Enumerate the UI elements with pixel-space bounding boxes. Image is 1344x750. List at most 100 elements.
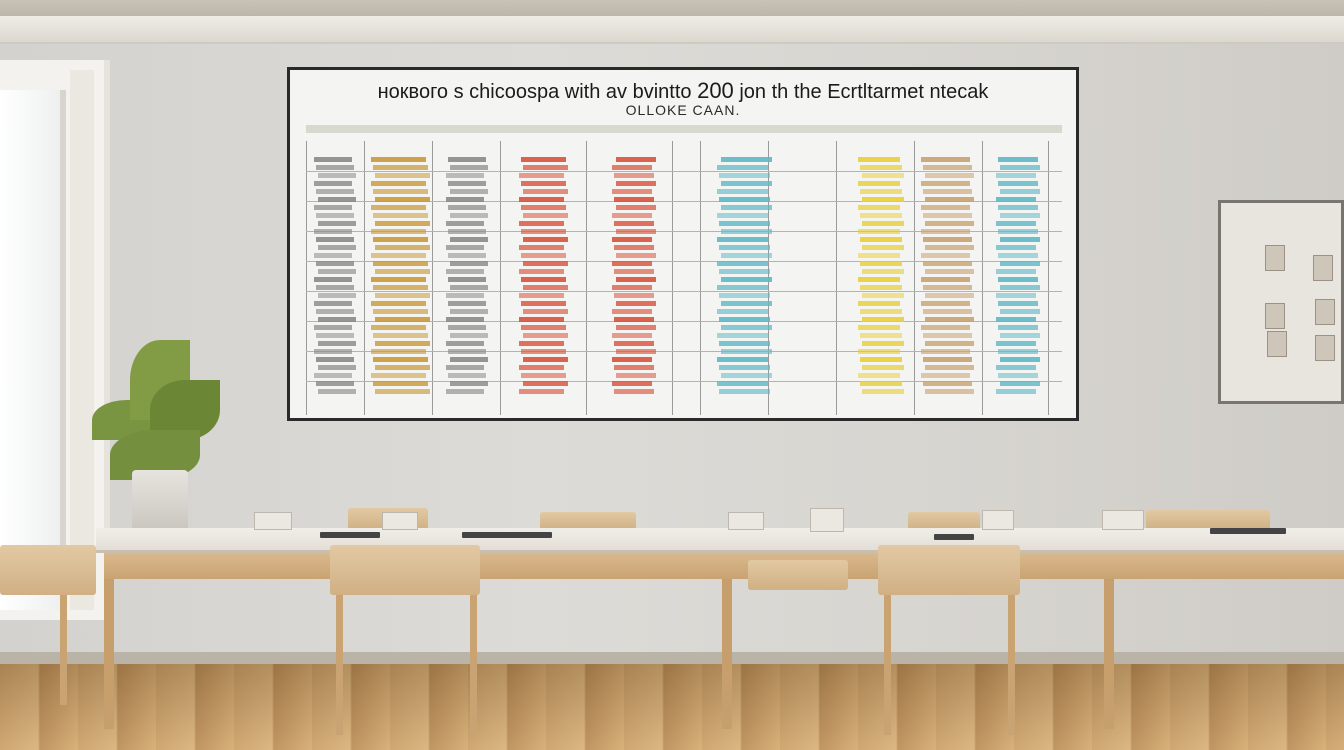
chart-mark (858, 349, 900, 354)
chart-mark (862, 197, 904, 202)
chart-mark (1000, 213, 1040, 218)
chart-mark (862, 173, 904, 178)
chart-mark (721, 229, 772, 234)
chart-mark (998, 205, 1038, 210)
chart-mark (998, 253, 1038, 258)
chart-mark (616, 373, 656, 378)
chart-mark (614, 197, 654, 202)
chart-mark (316, 237, 354, 242)
chart-mark (921, 229, 970, 234)
chart-mark (521, 277, 566, 282)
chart-mark (862, 317, 904, 322)
chart-mark (521, 325, 566, 330)
chart-mark (996, 365, 1036, 370)
chart-mark (858, 277, 900, 282)
grid-row-line (306, 381, 1062, 382)
chart-mark (318, 197, 356, 202)
chart-mark (721, 205, 772, 210)
chart-mark (717, 381, 768, 386)
chart-mark (860, 309, 902, 314)
chart-mark (996, 245, 1036, 250)
chart-mark (996, 389, 1036, 394)
chart-mark (858, 157, 900, 162)
chart-mark (450, 285, 488, 290)
wall-chart-board: ноквого s chicoospa with av bvintto 200 … (287, 67, 1079, 421)
chair (748, 560, 848, 590)
chart-mark (921, 157, 970, 162)
chart-mark (998, 229, 1038, 234)
chair (0, 545, 96, 595)
chart-mark (448, 373, 486, 378)
chart-mark (448, 205, 486, 210)
chart-mark (996, 293, 1036, 298)
chart-mark (858, 205, 900, 210)
board-subtitle: OLLOKE CAAN. (625, 102, 741, 118)
chart-mark (316, 357, 354, 362)
chart-mark (719, 389, 770, 394)
chart-mark (717, 237, 768, 242)
chart-mark (719, 173, 770, 178)
window-glass (0, 90, 66, 610)
chart-mark (717, 333, 768, 338)
chart-mark (719, 269, 770, 274)
chart-mark (1000, 285, 1040, 290)
grid-column-line (700, 141, 701, 415)
chart-mark (612, 309, 652, 314)
chart-mark (318, 269, 356, 274)
chart-mark (375, 389, 430, 394)
chart-mark (448, 229, 486, 234)
chart-mark (860, 189, 902, 194)
chart-mark (446, 293, 484, 298)
chart-mark (371, 157, 426, 162)
chart-mark (375, 221, 430, 226)
chart-mark (616, 301, 656, 306)
chart-mark (450, 381, 488, 386)
board-title-text: ноквого s chicoospa with av bvintto (377, 81, 692, 103)
cornice-molding (0, 16, 1344, 44)
chair (330, 545, 480, 595)
chart-mark (318, 293, 356, 298)
chart-mark (860, 357, 902, 362)
chart-mark (314, 349, 352, 354)
chart-mark (921, 253, 970, 258)
chart-mark (998, 157, 1038, 162)
chart-mark (521, 253, 566, 258)
chart-mark (521, 373, 566, 378)
chart-mark (448, 181, 486, 186)
chart-mark (616, 229, 656, 234)
chart-mark (614, 221, 654, 226)
chart-mark (521, 157, 566, 162)
window-frame (70, 70, 94, 610)
ceiling (0, 0, 1344, 16)
chart-mark (717, 189, 768, 194)
chart-mark (923, 189, 972, 194)
chart-mark (860, 237, 902, 242)
chart-mark (996, 317, 1036, 322)
chart-mark (523, 285, 568, 290)
chart-mark (612, 261, 652, 266)
chart-mark (858, 229, 900, 234)
chart-mark (314, 325, 352, 330)
chart-mark (1000, 381, 1040, 386)
chart-mark (316, 309, 354, 314)
chart-mark (450, 237, 488, 242)
notebook (462, 532, 552, 538)
chart-mark (923, 333, 972, 338)
chart-mark (523, 213, 568, 218)
chart-mark (446, 245, 484, 250)
grid-column-line (432, 141, 433, 415)
chart-mark (860, 213, 902, 218)
pin-board-icon (1218, 200, 1344, 404)
chart-mark (719, 197, 770, 202)
chart-mark (373, 213, 428, 218)
chart-mark (519, 341, 564, 346)
chart-mark (375, 365, 430, 370)
chart-mark (450, 333, 488, 338)
chart-mark (371, 325, 426, 330)
chair-leg (884, 595, 891, 735)
chart-mark (612, 213, 652, 218)
chart-mark (862, 389, 904, 394)
chart-mark (616, 277, 656, 282)
chart-mark (446, 389, 484, 394)
chart-mark (373, 189, 428, 194)
